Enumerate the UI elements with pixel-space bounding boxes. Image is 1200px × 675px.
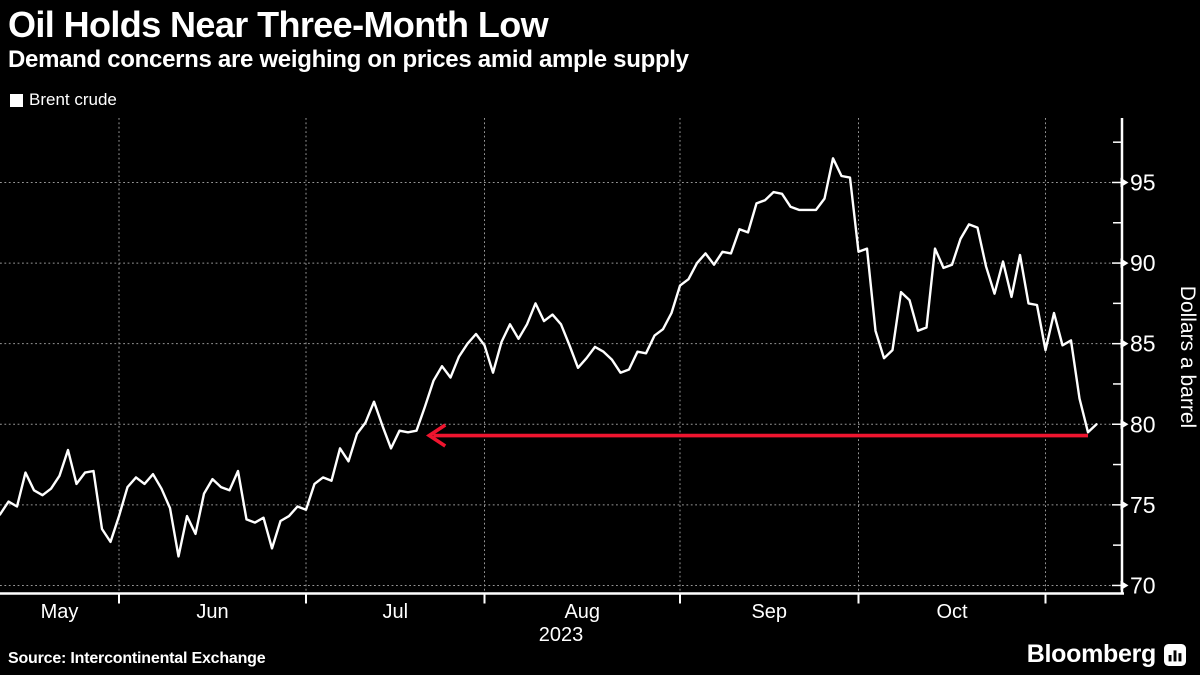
- chart-title: Oil Holds Near Three-Month Low: [8, 4, 549, 45]
- chart-subtitle: Demand concerns are weighing on prices a…: [8, 46, 689, 73]
- x-month-label: May: [41, 601, 79, 623]
- legend: Brent crude: [10, 90, 117, 110]
- legend-swatch-icon: [10, 93, 23, 107]
- y-axis-tick-arrow-icon: [1120, 500, 1129, 510]
- x-year-label: 2023: [539, 624, 584, 646]
- y-tick-label: 90: [1130, 250, 1156, 276]
- x-month-label: Aug: [564, 601, 600, 623]
- x-month-label: Sep: [751, 601, 787, 623]
- annotation-arrowhead-icon: [425, 423, 447, 448]
- bar-chart-icon: [1164, 643, 1186, 666]
- bloomberg-logo: Bloomberg: [1027, 640, 1186, 669]
- x-month-label: Jul: [382, 601, 408, 623]
- brent-crude-price-line: [0, 157, 1098, 558]
- y-axis-tick-arrow-icon: [1120, 419, 1129, 430]
- y-tick-label: 95: [1130, 169, 1156, 195]
- legend-label: Brent crude: [29, 90, 117, 109]
- y-tick-label: 75: [1130, 492, 1156, 518]
- x-month-label: Oct: [936, 601, 968, 623]
- y-axis-tick-arrow-icon: [1120, 580, 1129, 591]
- source-note: Source: Intercontinental Exchange: [8, 650, 266, 667]
- bloomberg-wordmark: Bloomberg: [1026, 640, 1157, 668]
- y-axis-tick-arrow-icon: [1120, 177, 1129, 188]
- y-axis-tick-arrow-icon: [1120, 258, 1129, 268]
- y-tick-label: 85: [1130, 331, 1156, 357]
- y-tick-label: 70: [1130, 572, 1156, 598]
- x-month-label: Jun: [196, 601, 228, 623]
- y-axis-tick-arrow-icon: [1120, 338, 1129, 349]
- y-tick-label: 80: [1130, 411, 1156, 437]
- y-axis-title: Dollars a barrel: [1176, 286, 1199, 428]
